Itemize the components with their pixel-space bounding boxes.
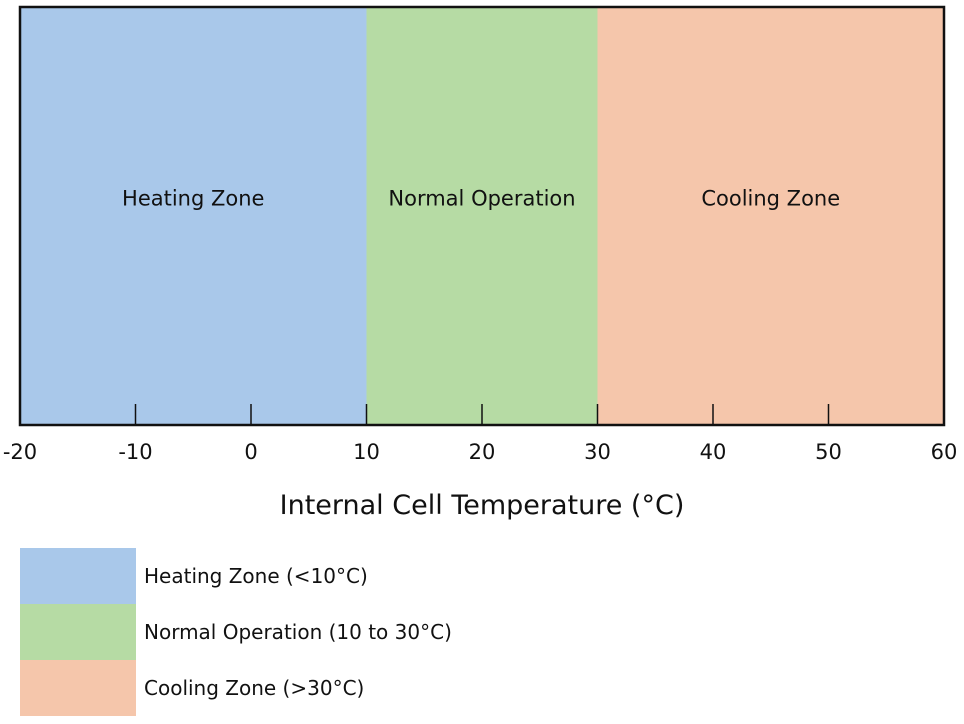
x-tick-label: 50 (815, 440, 842, 464)
x-tick-label: 20 (469, 440, 496, 464)
legend-label-heating: Heating Zone (<10°C) (144, 564, 368, 588)
x-tick-label: 30 (584, 440, 611, 464)
legend-item-normal: Normal Operation (10 to 30°C) (20, 604, 452, 660)
legend-swatch-cooling (20, 660, 136, 716)
x-tick-label: 0 (244, 440, 257, 464)
x-tick-label: 60 (931, 440, 958, 464)
legend-label-cooling: Cooling Zone (>30°C) (144, 676, 365, 700)
legend: Heating Zone (<10°C) Normal Operation (1… (20, 548, 452, 716)
zone-label-normal-operation: Normal Operation (388, 186, 575, 210)
x-tick-label: -10 (118, 440, 152, 464)
x-tick-label: -20 (3, 440, 37, 464)
legend-item-cooling: Cooling Zone (>30°C) (20, 660, 452, 716)
zone-band-normal-operation (366, 7, 598, 425)
zone-label-heating-zone: Heating Zone (122, 186, 264, 210)
temperature-zone-chart: Heating Zone Normal Operation Cooling Zone… (3, 5, 958, 464)
legend-swatch-normal (20, 604, 136, 660)
x-tick-label: 40 (700, 440, 727, 464)
legend-label-normal: Normal Operation (10 to 30°C) (144, 620, 452, 644)
plot-frame (18, 5, 946, 427)
zone-label-cooling-zone: Cooling Zone (701, 186, 840, 210)
legend-item-heating: Heating Zone (<10°C) (20, 548, 452, 604)
legend-swatch-heating (20, 548, 136, 604)
x-axis-label: Internal Cell Temperature (°C) (279, 490, 685, 521)
x-tick-label: 10 (353, 440, 380, 464)
zone-band-cooling-zone (597, 7, 944, 425)
zone-band-heating-zone (20, 7, 367, 425)
